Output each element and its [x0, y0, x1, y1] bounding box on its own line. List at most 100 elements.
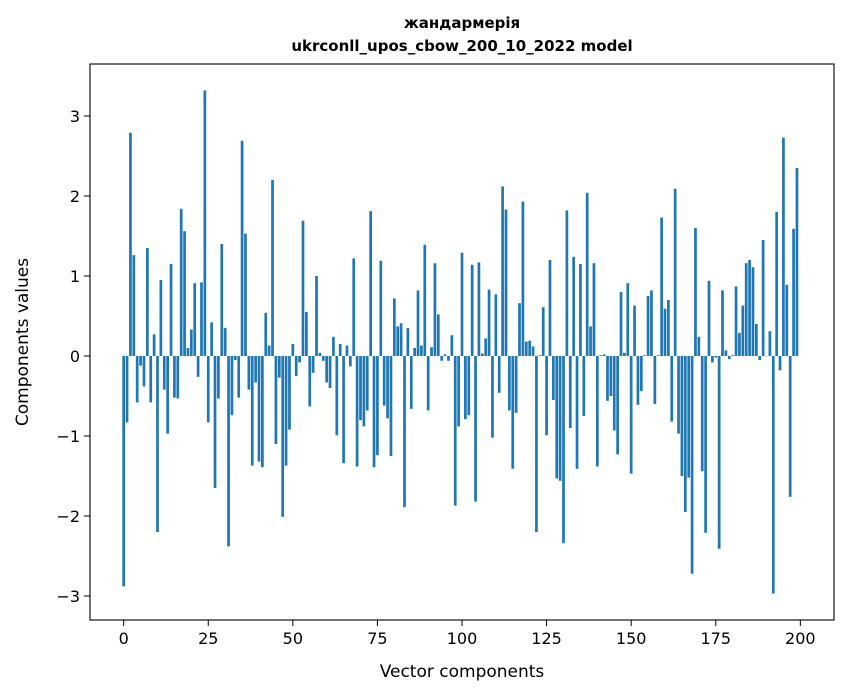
bar	[731, 355, 735, 356]
x-axis: 0 25 50 75 100 125 150 175 200	[119, 620, 816, 648]
bar	[585, 192, 589, 356]
bar	[639, 356, 643, 392]
bar	[460, 252, 464, 356]
bar	[335, 356, 339, 436]
bar	[376, 356, 379, 456]
bar	[538, 355, 542, 356]
bar	[213, 356, 217, 488]
bar	[149, 356, 153, 403]
bar	[595, 356, 599, 467]
bar	[501, 186, 504, 356]
bar	[206, 356, 210, 423]
bar	[636, 356, 640, 405]
bar	[700, 356, 704, 472]
bar	[795, 168, 799, 356]
bar	[484, 338, 488, 356]
bar	[480, 353, 484, 356]
bar	[250, 356, 254, 466]
bar	[677, 356, 680, 434]
bar	[491, 356, 494, 438]
bar	[436, 314, 440, 356]
bar	[433, 263, 437, 356]
bar	[135, 356, 139, 403]
y-tick-label: 0	[70, 347, 80, 366]
bar	[474, 356, 477, 502]
bar	[281, 356, 285, 517]
bar	[193, 283, 197, 356]
bar	[362, 356, 366, 427]
bar	[663, 308, 667, 356]
bar	[734, 286, 738, 356]
y-tick-label: 3	[70, 107, 80, 126]
bar	[531, 346, 535, 356]
bar	[711, 356, 714, 363]
bar	[487, 289, 491, 356]
bar	[179, 208, 183, 356]
bar	[589, 326, 592, 356]
bar	[616, 356, 619, 455]
bar	[562, 356, 565, 544]
bar	[721, 290, 724, 356]
bar	[660, 217, 663, 356]
bar	[694, 228, 697, 356]
bar	[592, 263, 596, 356]
bar	[139, 356, 142, 366]
bar	[535, 356, 538, 532]
bar	[761, 240, 765, 356]
bar	[315, 276, 318, 356]
bar	[217, 356, 220, 399]
bar	[420, 345, 423, 356]
bar	[382, 356, 386, 406]
bar	[582, 356, 586, 416]
bar	[673, 188, 677, 356]
bar	[409, 356, 413, 409]
bar	[122, 356, 126, 587]
bar	[271, 180, 274, 356]
bar	[413, 348, 416, 356]
bar	[186, 348, 190, 356]
bar	[345, 345, 349, 356]
bar	[650, 290, 653, 356]
bar	[508, 356, 511, 411]
x-tick-label: 0	[119, 629, 129, 648]
bar	[494, 294, 498, 356]
bar	[623, 352, 626, 356]
bar	[579, 264, 582, 356]
x-tick-label: 25	[198, 629, 218, 648]
bar	[555, 356, 559, 479]
bar	[704, 356, 707, 533]
bar	[308, 356, 312, 407]
bar	[372, 356, 376, 468]
y-axis: −3 −2 −1 0 1 2 3	[56, 107, 90, 606]
bar	[572, 256, 576, 356]
bar	[359, 356, 362, 420]
bar	[440, 356, 444, 361]
bar	[230, 356, 234, 416]
bar	[305, 312, 308, 356]
bar	[237, 356, 241, 398]
bar	[511, 356, 515, 469]
bar	[514, 356, 518, 413]
chart-subtitle: ukrconll_upos_cbow_200_10_2022 model	[291, 37, 632, 55]
bar	[298, 356, 301, 363]
bar	[166, 356, 169, 434]
bar	[386, 356, 389, 419]
bar	[342, 356, 345, 464]
bar	[318, 352, 322, 356]
bar	[145, 248, 149, 356]
bar	[227, 356, 230, 547]
x-tick-label: 175	[700, 629, 731, 648]
bar	[183, 231, 186, 356]
bar	[338, 344, 342, 356]
bar	[196, 356, 200, 377]
bar	[464, 356, 467, 420]
bar	[247, 356, 251, 390]
bar	[643, 355, 647, 356]
bar	[667, 300, 670, 356]
bar	[724, 350, 728, 356]
bar	[389, 356, 393, 456]
bar	[291, 344, 295, 356]
bar	[775, 212, 779, 356]
bar	[548, 260, 552, 356]
bar	[189, 329, 193, 356]
